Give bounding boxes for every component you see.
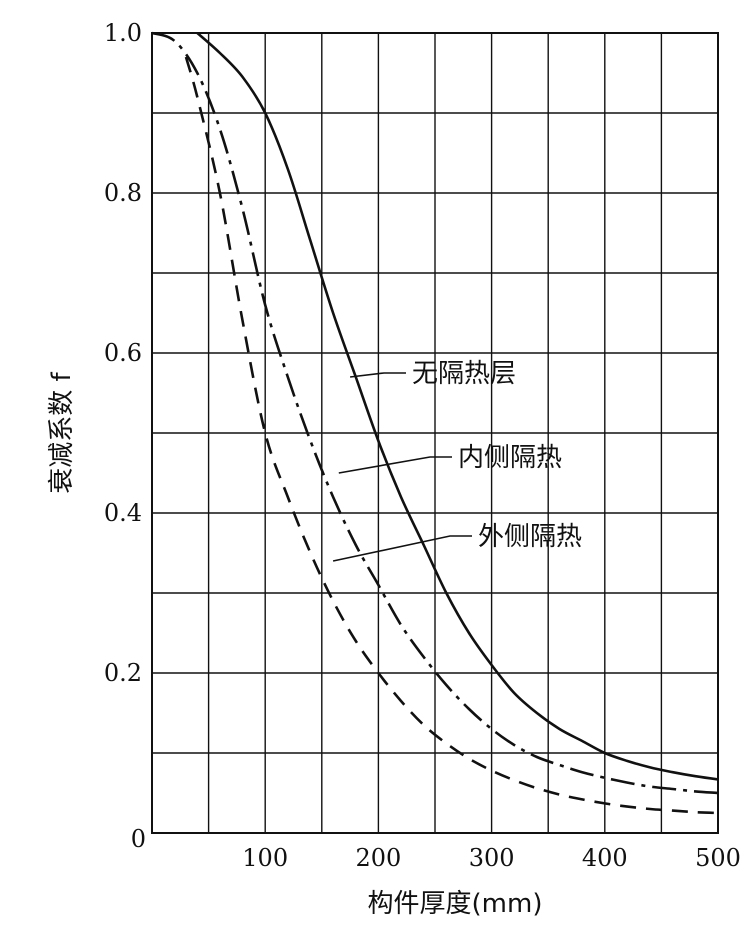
series-line-1 [196,32,719,781]
x-tick-label: 200 [355,844,401,872]
y-axis-title: 衰减系数 f [47,371,77,493]
series-line-3 [184,56,719,815]
annotation-label: 外侧隔热 [478,522,582,552]
annotation-label: 无隔热层 [412,359,516,389]
y-tick-label: 0.2 [104,659,142,687]
annotation-label: 内侧隔热 [458,443,562,473]
annotation-leader-line [350,372,406,378]
x-tick-label: 300 [469,844,515,872]
series-layer [151,31,719,815]
y-tick-label: 0.6 [104,339,142,367]
plot-frame [151,32,719,834]
x-axis-title: 构件厚度(mm) [368,889,543,919]
x-tick-label: 400 [582,844,628,872]
grid [152,33,718,833]
x-tick-label: 100 [242,844,288,872]
y-tick-label: 0.8 [104,179,142,207]
y-tick-label: 0 [131,825,146,853]
series-line-2 [151,31,719,795]
annotation-leader-line [338,456,452,474]
y-tick-label: 0.4 [104,499,142,527]
x-tick-label: 500 [695,844,741,872]
y-tick-label: 1.0 [104,19,142,47]
tick-labels: 100 200 300 400 500 0 0.2 0.4 0.6 0.8 1.0 [104,19,741,872]
annotation-leader-line [332,535,472,562]
